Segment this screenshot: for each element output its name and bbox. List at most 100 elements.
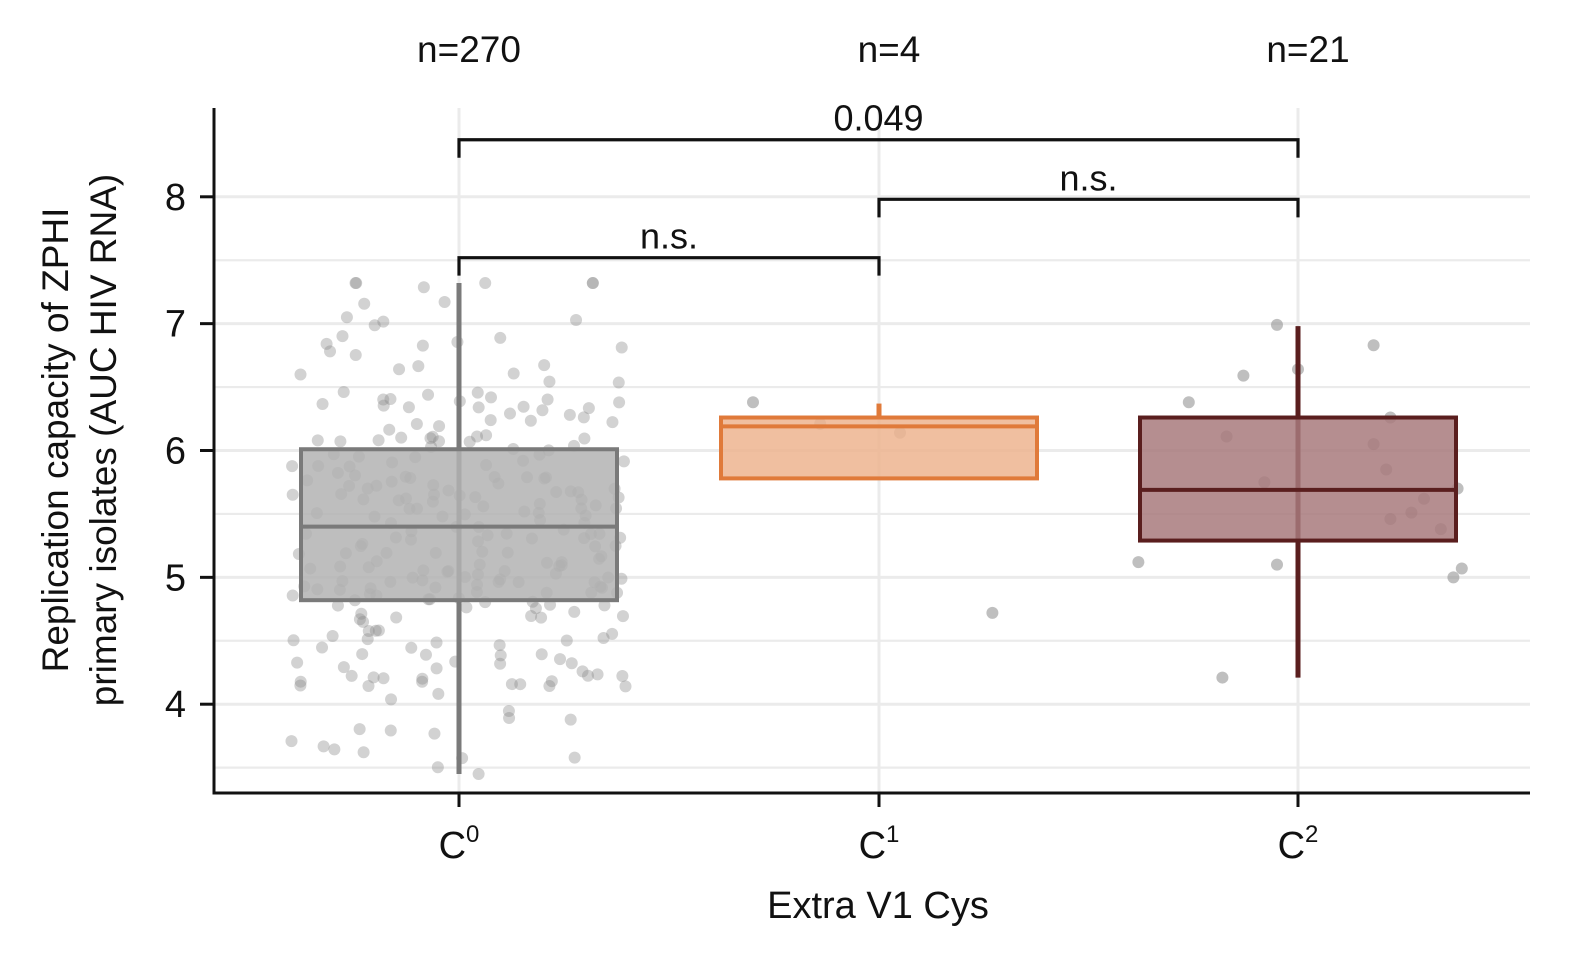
jitter-point	[568, 605, 581, 618]
bracket-layer: n.s. n.s. 0.049	[457, 98, 1300, 276]
jitter-point	[479, 277, 492, 290]
jitter-point	[286, 460, 299, 473]
jitter-point	[416, 672, 429, 685]
count-layer: n=270 n=4 n=21	[417, 29, 1350, 70]
jitter-point	[337, 386, 350, 399]
jitter-point	[377, 672, 390, 685]
jitter-point	[1132, 556, 1145, 569]
jitter-point	[1182, 396, 1195, 409]
jitter-point	[384, 393, 397, 406]
jitter-point	[350, 277, 363, 290]
jitter-point	[433, 420, 446, 433]
jitter-point	[428, 727, 441, 740]
jitter-point	[286, 488, 299, 501]
jitter-point	[503, 711, 516, 724]
jitter-point	[353, 613, 366, 626]
x-axis-title: Extra V1 Cys	[767, 885, 989, 927]
jitter-point	[471, 386, 484, 399]
jitter-point	[331, 599, 344, 612]
jitter-point	[291, 656, 304, 669]
significance-bracket	[877, 197, 1300, 218]
jitter-point	[485, 391, 498, 404]
jitter-point	[541, 393, 554, 406]
jitter-point	[524, 414, 537, 427]
jitter-point	[337, 661, 350, 674]
jitter-point	[582, 669, 595, 682]
jitter-point	[367, 671, 380, 684]
jitter-point	[385, 693, 398, 706]
jitter-point	[545, 675, 558, 688]
jitter-point	[578, 432, 591, 445]
jitter-point	[432, 687, 445, 700]
jitter-point	[433, 435, 446, 448]
jitter-point	[362, 624, 375, 637]
jitter-point	[565, 657, 578, 670]
jitter-point	[598, 599, 611, 612]
jitter-point	[507, 367, 520, 380]
jitter-point	[536, 404, 549, 417]
jitter-point	[349, 277, 362, 290]
jitter-point	[538, 359, 551, 372]
jitter-point	[747, 396, 759, 409]
significance-label: 0.049	[833, 98, 923, 139]
y-tick-label: 5	[165, 557, 186, 599]
y-axis-title: Replication capacity of ZPHI primary iso…	[35, 174, 124, 706]
jitter-point	[460, 601, 473, 614]
jitter-point	[405, 641, 418, 654]
jitter-point	[529, 602, 542, 615]
group-count-label: n=270	[417, 29, 521, 70]
jitter-point	[410, 418, 423, 431]
jitter-point	[286, 589, 299, 602]
jitter-point	[324, 345, 337, 358]
jitter-point	[372, 434, 385, 447]
jitter-point	[494, 331, 507, 344]
jitter-point	[424, 432, 437, 445]
jitter-point	[563, 408, 576, 421]
jitter-point	[535, 648, 548, 661]
jitter-point	[285, 735, 298, 748]
x-tick-label-base: C	[859, 825, 886, 867]
jitter-point	[431, 761, 444, 774]
jitter-point	[493, 639, 506, 652]
jitter-point	[377, 393, 390, 406]
jitter-point	[564, 713, 577, 726]
group-count-label: n=4	[858, 29, 921, 70]
jitter-point	[1455, 562, 1468, 575]
jitter-point	[336, 330, 349, 343]
jitter-point	[612, 376, 625, 389]
jitter-point	[503, 407, 516, 420]
jitter-point	[543, 375, 556, 388]
jitter-point	[484, 414, 497, 427]
x-tick-label: C1	[859, 821, 900, 867]
jitter-point	[570, 313, 583, 326]
x-tick-label: C2	[1278, 821, 1319, 867]
jitter-point	[586, 277, 599, 290]
jitter-point	[615, 341, 628, 354]
jitter-point	[535, 611, 548, 624]
box-body	[1138, 415, 1458, 543]
jitter-point	[586, 277, 599, 290]
y-tick-label: 7	[165, 304, 186, 346]
significance-bracket	[457, 138, 1300, 158]
jitter-point	[617, 455, 630, 468]
jitter-point	[294, 368, 307, 381]
jitter-point	[383, 423, 396, 436]
y-tick-label: 6	[165, 431, 186, 473]
box-layer	[299, 283, 1458, 774]
jitter-point	[472, 767, 485, 780]
jitter-point	[294, 679, 307, 692]
x-tick-label-superscript: 0	[466, 821, 479, 848]
jitter-point	[616, 610, 629, 623]
jitter-point	[576, 665, 589, 678]
jitter-point	[494, 649, 507, 662]
jitter-point	[368, 319, 381, 332]
jitter-point	[463, 435, 476, 448]
x-tick-label-superscript: 2	[1305, 821, 1318, 848]
group-count-label: n=21	[1266, 29, 1349, 70]
jitter-point	[417, 281, 430, 294]
jitter-point	[422, 388, 435, 401]
x-tick-label-superscript: 1	[886, 821, 899, 848]
jitter-point	[525, 609, 538, 622]
